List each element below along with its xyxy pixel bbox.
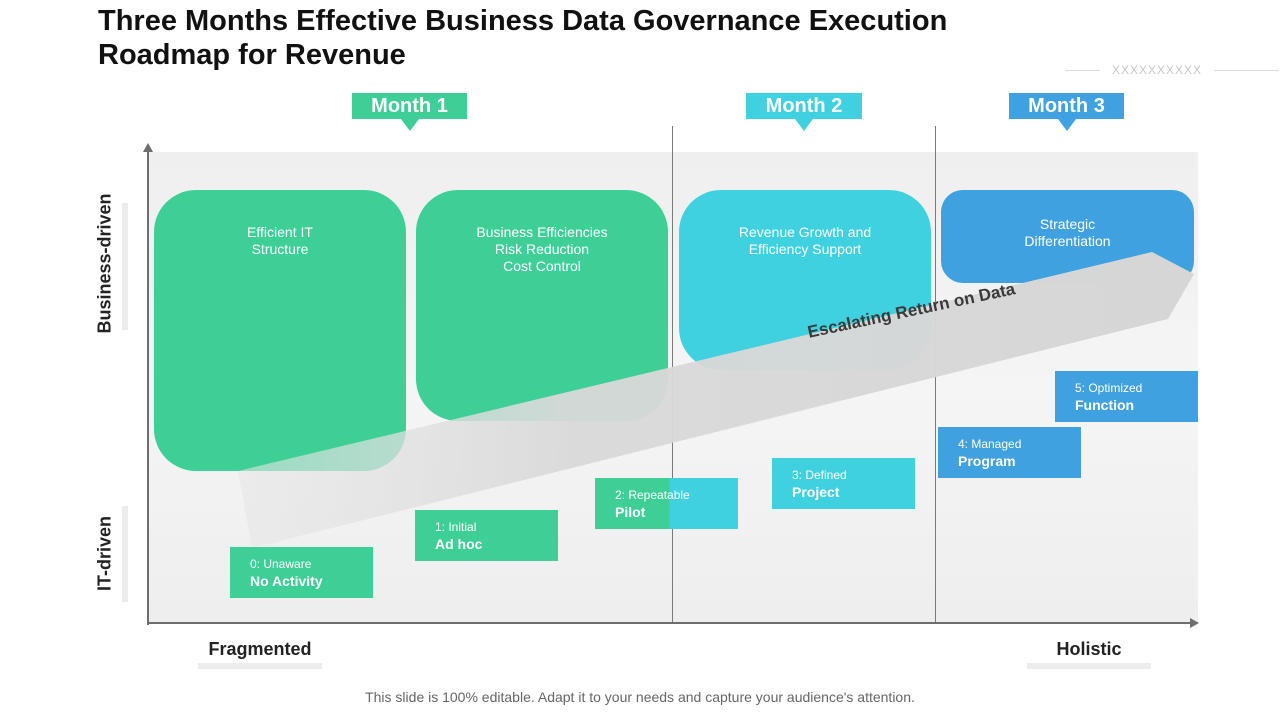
block-2-line-3: Cost Control [503, 258, 581, 274]
step-5-optimized: 5: Optimized Function [1055, 371, 1198, 422]
footer-note: This slide is 100% editable. Adapt it to… [365, 689, 915, 705]
y-label-bottom-bar [122, 506, 128, 602]
block-3-line-1: Revenue Growth and [738, 224, 872, 240]
x-axis-line [147, 622, 1193, 624]
step-1-number: 1: Initial [435, 520, 477, 534]
block-strategic-differentiation: Strategic Differentiation [941, 190, 1194, 283]
block-1-line-2: Structure [251, 241, 309, 257]
step-3-defined: 3: Defined Project [772, 458, 915, 509]
step-0-unaware: 0: Unaware No Activity [230, 547, 373, 598]
x-label-holistic: Holistic [1056, 639, 1122, 659]
x-label-left-underline [198, 663, 322, 669]
month-2-header: Month 2 [746, 93, 862, 131]
month-3-label: Month 3 [1028, 95, 1105, 117]
block-revenue-growth: Revenue Growth and Efficiency Support [679, 190, 931, 370]
block-2-line-1: Business Efficiencies [476, 224, 608, 240]
month-divider-2 [935, 126, 936, 624]
step-4-number: 4: Managed [958, 437, 1022, 451]
y-axis-line [147, 150, 149, 625]
step-2-name: Pilot [615, 504, 646, 520]
placeholder-mark: XXXXXXXXXX [1112, 63, 1203, 77]
step-2-number: 2: Repeatable [615, 488, 690, 502]
month-divider-1 [672, 126, 673, 624]
x-label-fragmented: Fragmented [208, 639, 312, 659]
step-0-number: 0: Unaware [250, 557, 312, 571]
step-5-number: 5: Optimized [1075, 381, 1143, 395]
y-axis-arrow-icon [143, 143, 153, 152]
block-2-line-2: Risk Reduction [494, 241, 590, 257]
step-3-number: 3: Defined [792, 468, 847, 482]
block-business-efficiencies: Business Efficiencies Risk Reduction Cos… [416, 190, 668, 421]
decorative-line-left [1066, 70, 1100, 71]
step-0-name: No Activity [250, 573, 323, 589]
month-2-label: Month 2 [765, 95, 843, 117]
step-1-initial: 1: Initial Ad hoc [415, 510, 558, 561]
block-efficient-it-structure: Efficient IT Structure [154, 190, 406, 471]
month-3-header: Month 3 [1009, 93, 1124, 131]
month-3-arrow-icon [1057, 119, 1076, 131]
step-4-managed: 4: Managed Program [938, 427, 1081, 478]
step-3-name: Project [792, 484, 840, 500]
step-2-repeatable: 2: Repeatable Pilot [595, 478, 738, 529]
y-label-business-driven: Business-driven [94, 193, 115, 334]
block-3-line-2: Efficiency Support [748, 241, 862, 257]
x-label-right-underline [1027, 663, 1151, 669]
block-4-line-1: Strategic [1039, 216, 1096, 232]
month-1-label: Month 1 [371, 95, 448, 117]
month-2-arrow-icon [795, 119, 813, 131]
month-1-arrow-icon [400, 119, 419, 131]
slide-title: Three Months Effective Business Data Gov… [98, 5, 948, 71]
step-5-name: Function [1075, 397, 1135, 413]
y-label-top-bar [122, 203, 128, 330]
step-4-name: Program [958, 453, 1016, 469]
y-label-it-driven: IT-driven [94, 516, 115, 592]
step-1-name: Ad hoc [435, 536, 483, 552]
month-1-header: Month 1 [352, 93, 467, 131]
x-axis-arrow-icon [1190, 618, 1199, 628]
block-1-line-1: Efficient IT [247, 224, 313, 240]
block-4-line-2: Differentiation [1024, 233, 1111, 249]
decorative-line-right [1214, 70, 1278, 71]
